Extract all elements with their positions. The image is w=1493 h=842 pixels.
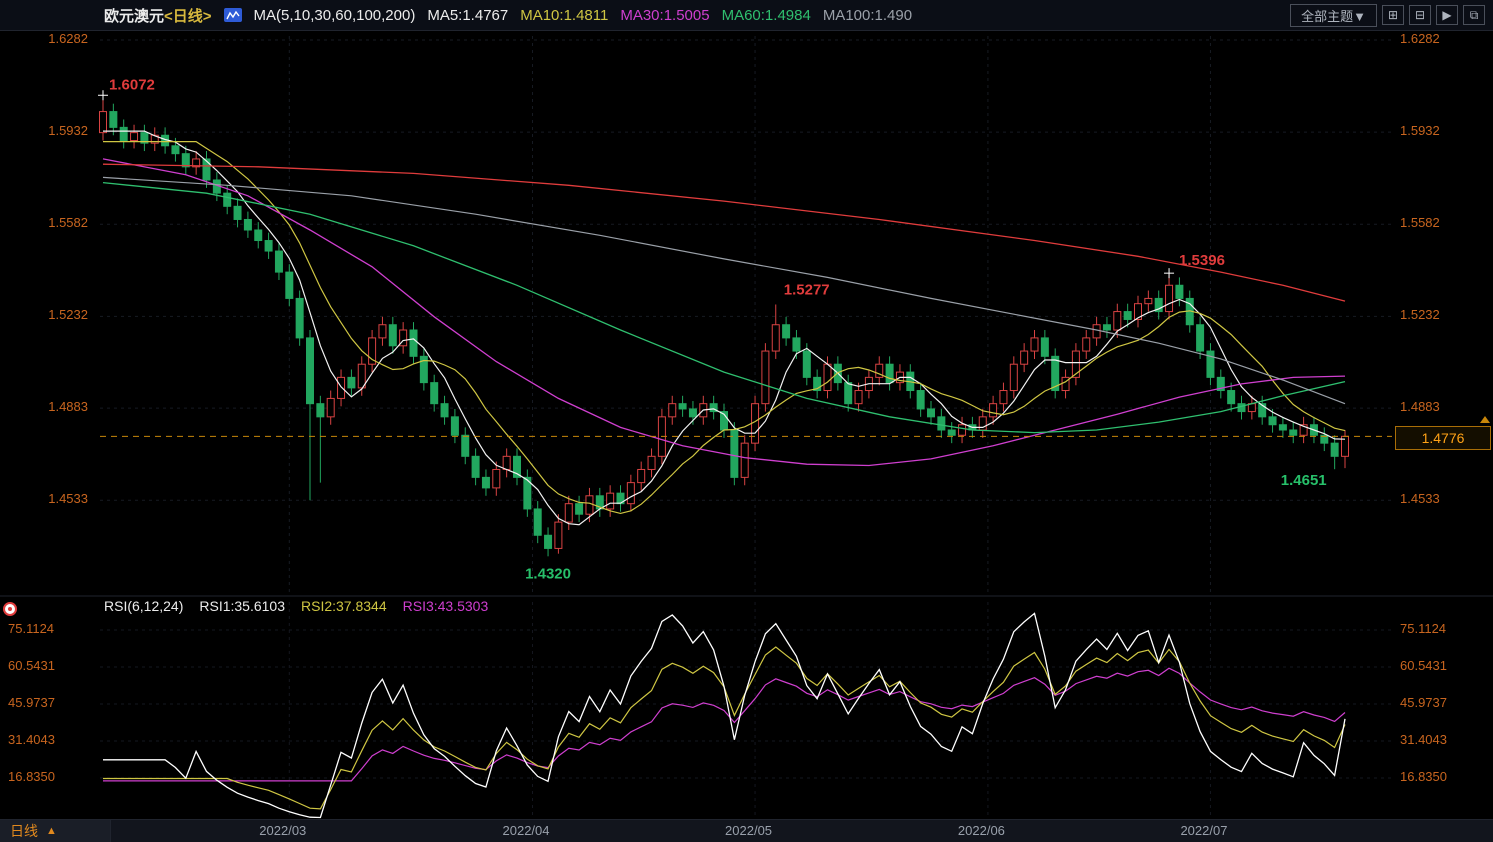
price-axis-label: 1.4533 bbox=[48, 491, 88, 507]
rsi3-value: RSI3:43.5303 bbox=[402, 598, 489, 614]
rsi-settings-label: RSI(6,12,24) bbox=[104, 598, 184, 614]
date-tick-label: 2022/05 bbox=[725, 823, 773, 838]
price-axis-label: 1.4533 bbox=[1400, 491, 1440, 507]
rsi-axis-label: 31.4043 bbox=[8, 732, 55, 748]
price-annotation: 1.6072 bbox=[109, 76, 155, 93]
price-axis-label: 1.5582 bbox=[48, 215, 88, 231]
ma30-value: MA30:1.5005 bbox=[620, 6, 710, 24]
rsi-axis-label: 60.5431 bbox=[1400, 658, 1447, 673]
date-tick-label: 2022/03 bbox=[259, 823, 307, 838]
price-axis-label: 1.5582 bbox=[1400, 215, 1440, 231]
indicator-marker-icon bbox=[3, 602, 17, 616]
price-axis-label: 1.4883 bbox=[1400, 399, 1440, 415]
new-window-icon[interactable]: ⧉ bbox=[1463, 5, 1485, 25]
date-tick-label: 2022/06 bbox=[957, 823, 1005, 838]
symbol-title: 欧元澳元<日线> bbox=[104, 5, 212, 26]
ma10-value: MA10:1.4811 bbox=[520, 6, 609, 24]
rsi-axis-label: 60.5431 bbox=[8, 658, 55, 673]
ma100-value: MA100:1.490 bbox=[822, 6, 913, 24]
rsi-axis-label: 16.8350 bbox=[8, 769, 55, 785]
price-annotation: 1.5396 bbox=[1179, 252, 1225, 269]
rsi-axis-label: 45.9737 bbox=[8, 695, 55, 710]
candlestick-badge-icon bbox=[223, 8, 242, 22]
price-annotation: 1.5277 bbox=[784, 281, 830, 298]
chart-header: 欧元澳元<日线> MA(5,10,30,60,100,200) MA5:1.47… bbox=[0, 0, 1493, 31]
period-selector-button[interactable]: 日线 ▲ bbox=[0, 820, 111, 842]
price-annotation: 1.4651 bbox=[1281, 472, 1327, 489]
price-axis-label: 1.4883 bbox=[48, 399, 88, 415]
play-chart-icon[interactable]: ▶ bbox=[1436, 5, 1458, 25]
ma60-value: MA60:1.4984 bbox=[721, 6, 811, 24]
period-label: 日线 bbox=[10, 823, 38, 839]
price-axis-label: 1.5232 bbox=[48, 307, 88, 323]
rsi-legend: RSI(6,12,24) RSI1:35.6103 RSI2:37.8344 R… bbox=[104, 598, 488, 614]
symbol-name: 欧元澳元 bbox=[104, 7, 165, 25]
rsi-axis-label: 75.1124 bbox=[8, 621, 55, 636]
last-price-tag: 1.4776 bbox=[1395, 426, 1491, 450]
theme-selector-button[interactable]: 全部主题▼ bbox=[1290, 3, 1377, 27]
price-axis-label: 1.5932 bbox=[48, 123, 88, 139]
rsi-axis-label: 45.9737 bbox=[1400, 695, 1447, 710]
grid-layout-icon[interactable]: ⊞ bbox=[1382, 5, 1404, 25]
time-axis-bar: 日线 ▲ 2022/03 2022/04 2022/05 2022/06 2022/07 bbox=[0, 819, 1493, 842]
price-axis-label: 1.6282 bbox=[1400, 31, 1440, 46]
chevron-up-icon: ▲ bbox=[46, 825, 57, 837]
price-annotation: 1.4320 bbox=[525, 565, 571, 582]
price-axis-label: 1.5932 bbox=[1400, 123, 1440, 139]
interval-tag: <日线> bbox=[164, 7, 212, 25]
date-tick-label: 2022/04 bbox=[502, 823, 550, 838]
price-axis-label: 1.6282 bbox=[48, 31, 88, 46]
ma-settings-label: MA(5,10,30,60,100,200) bbox=[253, 6, 416, 24]
price-axis-label: 1.5232 bbox=[1400, 307, 1440, 323]
rsi1-value: RSI1:35.6103 bbox=[199, 598, 285, 614]
pane-layout-icon[interactable]: ⊟ bbox=[1409, 5, 1431, 25]
date-tick-label: 2022/07 bbox=[1180, 823, 1228, 838]
rsi-axis-label: 75.1124 bbox=[1400, 621, 1447, 636]
header-toolbar: 全部主题▼ ⊞ ⊟ ▶ ⧉ bbox=[1290, 3, 1493, 27]
price-pointer-icon bbox=[1480, 416, 1490, 423]
ma5-value: MA5:1.4767 bbox=[427, 6, 509, 24]
rsi-axis-label: 31.4043 bbox=[1400, 732, 1447, 748]
rsi2-value: RSI2:37.8344 bbox=[301, 598, 387, 614]
rsi-axis-label: 16.8350 bbox=[1400, 769, 1447, 785]
